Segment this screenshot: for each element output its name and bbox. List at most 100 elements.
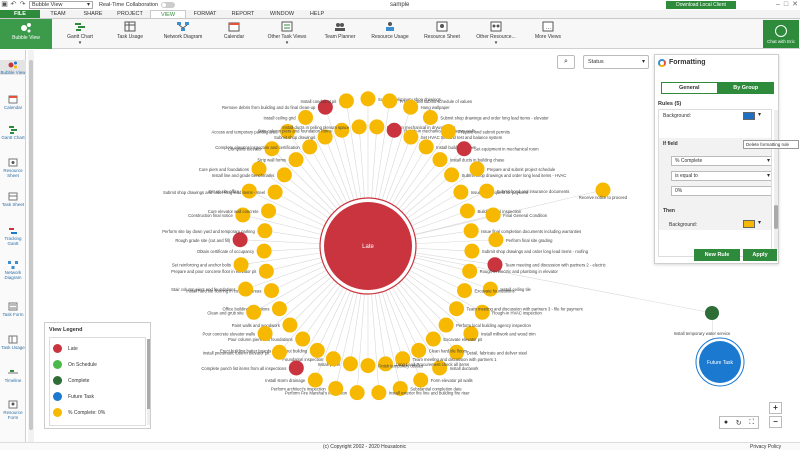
undo-icon[interactable]: ↶ bbox=[10, 1, 17, 8]
tab-by-group[interactable]: By Group bbox=[717, 82, 774, 94]
task-bubble[interactable] bbox=[246, 304, 262, 320]
rules-scrollbar[interactable] bbox=[774, 110, 778, 250]
task-bubble-label[interactable]: Rough-in mechanical in drywall walls bbox=[387, 125, 455, 130]
team-planner-button[interactable]: Team Planner bbox=[320, 21, 360, 47]
task-bubble[interactable] bbox=[403, 99, 419, 115]
tab-team[interactable]: TEAM bbox=[50, 11, 66, 17]
sidebar-item-task-sheet[interactable]: Task Sheet bbox=[0, 192, 26, 207]
task-bubble-label[interactable]: Rough-in mechanical in masonry walls bbox=[404, 128, 475, 133]
calendar-button[interactable]: Calendar bbox=[218, 21, 250, 47]
late-task-bubble[interactable] bbox=[232, 232, 248, 248]
task-bubble-label[interactable]: Install millwork and wood trim bbox=[481, 332, 536, 337]
task-bubble[interactable] bbox=[233, 257, 249, 273]
task-bubble-label[interactable]: Rough-in electric and plumbing in elevat… bbox=[480, 269, 559, 274]
resource-sheet-button[interactable]: Resource Sheet bbox=[420, 21, 464, 47]
task-bubble-label[interactable]: Final General Condition bbox=[503, 213, 548, 218]
task-bubble-label[interactable]: Install ductwork bbox=[450, 366, 480, 371]
download-client-button[interactable]: Download Local Client bbox=[666, 1, 736, 9]
task-bubble[interactable] bbox=[328, 380, 344, 396]
task-bubble-label[interactable]: Foundation inspection bbox=[282, 357, 324, 362]
task-bubble[interactable] bbox=[422, 109, 438, 125]
task-bubble-label[interactable]: Complete punch list items from all inspe… bbox=[201, 366, 286, 371]
scroll-thumb[interactable] bbox=[29, 60, 33, 430]
task-bubble-label[interactable]: Submit bond and insurance documents bbox=[497, 189, 570, 194]
task-bubble-label[interactable]: Set equipment in mechanical room bbox=[474, 147, 539, 152]
tab-format[interactable]: FORMAT bbox=[193, 11, 217, 17]
task-bubble[interactable] bbox=[378, 356, 394, 372]
task-bubble[interactable] bbox=[264, 141, 280, 157]
other-resource-views-button[interactable]: Other Resource... ▾ bbox=[472, 21, 520, 47]
task-bubble-label[interactable]: Detail, fabricate and deliver steel bbox=[467, 350, 528, 355]
task-bubble[interactable] bbox=[440, 123, 456, 139]
task-bubble[interactable] bbox=[469, 161, 485, 177]
task-bubble[interactable] bbox=[325, 351, 341, 367]
task-bubble[interactable] bbox=[263, 283, 279, 299]
task-bubble-label[interactable]: Perform local building agency inspection bbox=[456, 323, 532, 328]
task-bubble-label[interactable]: Set HVAC trim and test and balance syste… bbox=[421, 135, 503, 140]
new-rule-button[interactable]: New Rule bbox=[694, 249, 740, 261]
tab-general[interactable]: General bbox=[661, 82, 718, 94]
task-bubble-label[interactable]: Long Lead Procurement check all items bbox=[396, 362, 470, 367]
tab-report[interactable]: REPORT bbox=[231, 11, 255, 17]
task-bubble-label[interactable]: Install ceiling grid bbox=[263, 115, 296, 120]
sidebar-item-bubble-view[interactable]: Bubble View bbox=[0, 60, 26, 75]
sidebar-item-calendar[interactable]: Calendar bbox=[0, 95, 26, 110]
tab-window[interactable]: WINDOW bbox=[269, 11, 295, 17]
complete-task-bubble[interactable] bbox=[705, 306, 719, 320]
task-bubble[interactable] bbox=[309, 342, 325, 358]
task-bubble[interactable] bbox=[298, 109, 314, 125]
task-bubble-label[interactable]: Cure piers and foundations bbox=[199, 167, 249, 172]
task-bubble-label[interactable]: Excavate elevator pit bbox=[443, 337, 483, 342]
task-bubble-label[interactable]: Prepare and submit schedule of values bbox=[400, 99, 472, 104]
task-bubble[interactable] bbox=[413, 372, 429, 388]
more-views-button[interactable]: … More Views bbox=[530, 21, 566, 47]
sidebar-item-network-diagram[interactable]: Network Diagram bbox=[0, 260, 26, 280]
task-bubble[interactable] bbox=[271, 344, 287, 360]
task-bubble[interactable] bbox=[282, 317, 298, 333]
task-bubble-label[interactable]: Office building receptions bbox=[222, 307, 269, 312]
task-bubble[interactable] bbox=[267, 184, 283, 200]
other-task-views-button[interactable]: Other Task Views ▾ bbox=[263, 21, 311, 47]
task-bubble[interactable] bbox=[403, 129, 419, 145]
task-bubble-label[interactable]: Submit shop drawings and order long lead… bbox=[440, 115, 549, 120]
bubble-view-button[interactable]: Bubble View bbox=[0, 19, 52, 49]
task-bubble[interactable] bbox=[382, 93, 398, 109]
chat-button[interactable]: Chat with Eric bbox=[763, 20, 799, 48]
task-bubble-label[interactable]: Install ducts in building chase bbox=[450, 158, 505, 163]
close-icon[interactable]: ✕ bbox=[792, 1, 798, 8]
task-bubble-label[interactable]: Issue final completion documents includi… bbox=[481, 229, 581, 234]
task-bubble-label[interactable]: Excavate foundations bbox=[475, 289, 515, 294]
task-bubble[interactable] bbox=[418, 139, 434, 155]
task-bubble[interactable] bbox=[251, 161, 267, 177]
view-select[interactable]: Bubble View bbox=[29, 1, 93, 9]
task-bubble-label[interactable]: Install hard tile flooring in common are… bbox=[186, 289, 261, 294]
apply-button[interactable]: Apply bbox=[743, 249, 777, 261]
task-bubble[interactable] bbox=[271, 301, 287, 317]
search-button[interactable]: ⌕ bbox=[557, 55, 575, 69]
legend-scrollbar[interactable] bbox=[147, 339, 150, 425]
privacy-policy-link[interactable]: Privacy Policy bbox=[750, 444, 782, 450]
task-bubble[interactable] bbox=[241, 183, 257, 199]
gantt-chart-button[interactable]: Gantt Chart ▾ bbox=[62, 21, 98, 47]
task-bubble-label[interactable]: Obtain certificate of occupancy bbox=[197, 249, 255, 254]
fit-screen-icon[interactable]: ⛶ bbox=[749, 418, 755, 426]
task-bubble-label[interactable]: Issue final request for payment bbox=[471, 190, 529, 195]
task-bubble[interactable] bbox=[462, 263, 478, 279]
task-bubble[interactable] bbox=[425, 331, 441, 347]
task-bubble[interactable] bbox=[307, 372, 323, 388]
task-bubble[interactable] bbox=[280, 123, 296, 139]
sidebar-item-tracking-gantt[interactable]: Tracking Gantt bbox=[0, 226, 26, 246]
task-bubble-label[interactable]: Hang wallpaper bbox=[421, 105, 451, 110]
task-bubble[interactable] bbox=[238, 281, 254, 297]
task-bubble-label[interactable]: Stair column piers and foundations bbox=[171, 287, 235, 292]
task-bubble[interactable] bbox=[474, 304, 490, 320]
minimize-icon[interactable]: – bbox=[775, 1, 780, 8]
task-bubble[interactable] bbox=[411, 342, 427, 358]
task-bubble-label[interactable]: Install conduit at pit bbox=[301, 99, 338, 104]
future-task-bubble[interactable] bbox=[699, 341, 741, 383]
late-task-bubble[interactable] bbox=[317, 99, 333, 115]
task-bubble-label[interactable]: Cure elevator wall concrete bbox=[208, 209, 259, 214]
task-bubble[interactable] bbox=[453, 184, 469, 200]
task-bubble-label[interactable]: Clean hard tile floors bbox=[429, 348, 467, 353]
task-bubble[interactable] bbox=[235, 207, 251, 223]
